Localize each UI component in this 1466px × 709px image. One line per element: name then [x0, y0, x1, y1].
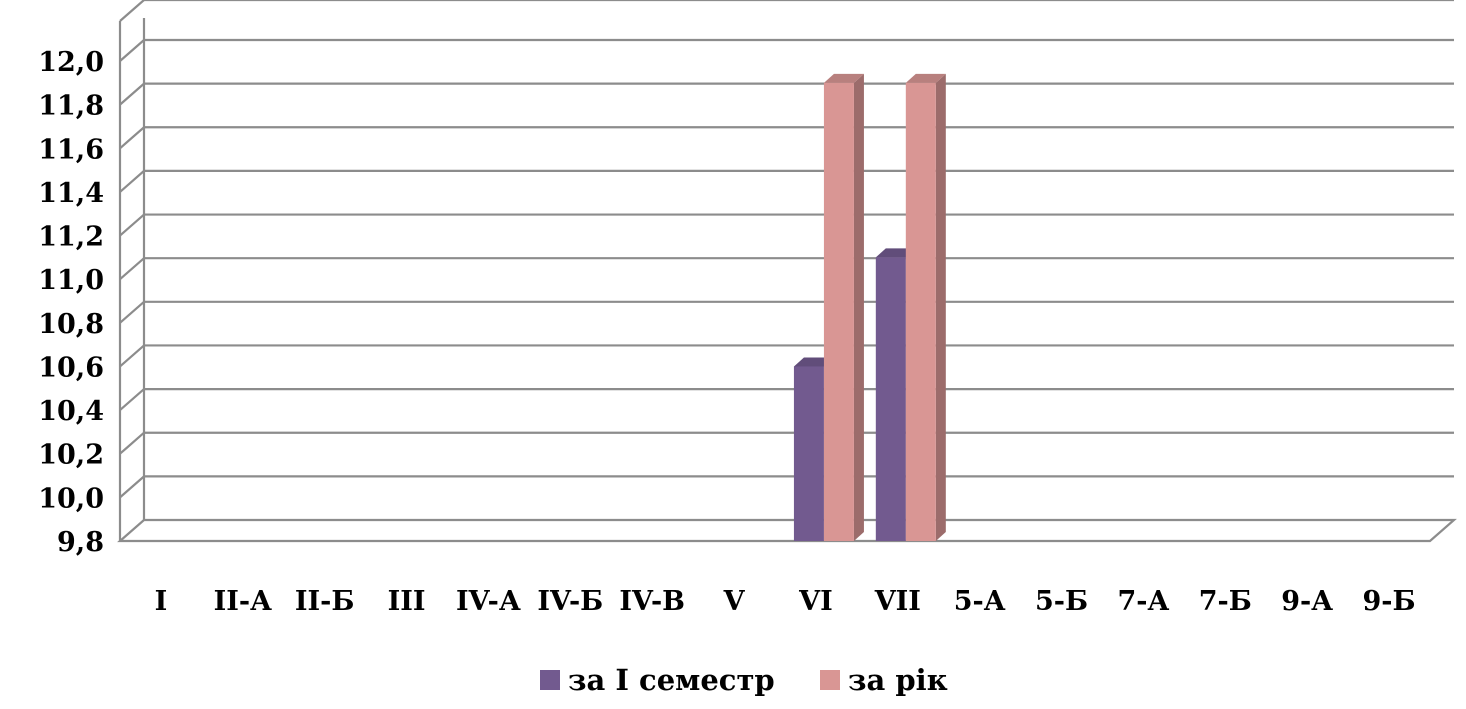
x-category-label: VI — [798, 586, 833, 617]
x-category-label: III — [388, 586, 426, 617]
bar-top — [823, 73, 864, 83]
bar-front — [793, 366, 824, 541]
legend-label: за І семестр — [568, 663, 775, 697]
x-category-label: IV-А — [456, 586, 521, 617]
x-category-label: 7-Б — [1199, 586, 1252, 617]
bars — [793, 73, 946, 542]
x-category-label: 9-А — [1281, 586, 1333, 617]
floor — [117, 518, 1457, 543]
wall-top-edge — [119, 0, 145, 22]
gridline — [119, 431, 1454, 455]
bar-top — [905, 73, 946, 83]
y-tick-label: 11,2 — [38, 222, 104, 253]
x-category-label: 7-А — [1117, 586, 1169, 617]
legend-item: за І семестр — [540, 663, 775, 697]
gridline — [119, 475, 1454, 499]
bar — [823, 73, 864, 542]
axes — [117, 0, 1457, 543]
x-category-label: 5-Б — [1035, 586, 1088, 617]
gridline — [119, 257, 1454, 281]
bar-side — [853, 73, 864, 542]
x-category-label: II-А — [214, 586, 272, 617]
y-tick-label: 10,6 — [38, 352, 104, 383]
x-category-label: IV-Б — [537, 586, 603, 617]
y-tick-label: 10,8 — [38, 309, 104, 340]
y-tick-label: 10,2 — [38, 440, 104, 471]
bar-front — [905, 82, 936, 542]
y-tick-label: 10,4 — [38, 396, 104, 427]
y-tick-label: 10,0 — [38, 483, 104, 514]
y-tick-label: 11,0 — [38, 265, 104, 296]
x-category-label: 9-Б — [1363, 586, 1416, 617]
x-category-label: IV-В — [619, 586, 685, 617]
gridline — [119, 300, 1454, 324]
gridlines — [119, 38, 1454, 499]
y-tick-label: 12,0 — [38, 47, 104, 78]
y-axis-tick-labels: 9,8 10,0 10,2 10,4 10,6 10,8 11,0 11,2 11,4 11,6 1… — [38, 47, 104, 558]
legend-swatch — [540, 670, 560, 690]
x-axis-category-labels: I II-А II-Б III IV-А IV-Б IV-В V VI VII 5-А 5-Б 7-А 7… — [155, 586, 1416, 617]
legend-swatch — [820, 670, 840, 690]
x-category-label: I — [155, 586, 168, 617]
legend-label: за рік — [848, 663, 948, 697]
bar-front — [823, 82, 854, 542]
gridline — [119, 387, 1454, 411]
y-tick-label: 11,8 — [38, 91, 104, 122]
y-tick-label: 9,8 — [57, 527, 104, 558]
x-category-label: VII — [874, 586, 921, 617]
gridline — [119, 38, 1454, 62]
x-category-label: 5-А — [954, 586, 1006, 617]
bar — [905, 73, 946, 542]
y-tick-label: 11,6 — [38, 134, 104, 165]
legend-item: за рік — [820, 663, 948, 697]
x-category-label: II-Б — [295, 586, 355, 617]
gridline — [119, 213, 1454, 237]
gridline — [119, 169, 1454, 193]
bar-side — [935, 73, 946, 542]
x-category-label: V — [723, 586, 746, 617]
y-tick-label: 11,4 — [38, 178, 104, 209]
gridline — [119, 126, 1454, 150]
bar-front — [875, 257, 906, 541]
legend: за І семестр за рік — [540, 663, 948, 697]
gridline — [119, 344, 1454, 368]
gridline — [119, 82, 1454, 106]
